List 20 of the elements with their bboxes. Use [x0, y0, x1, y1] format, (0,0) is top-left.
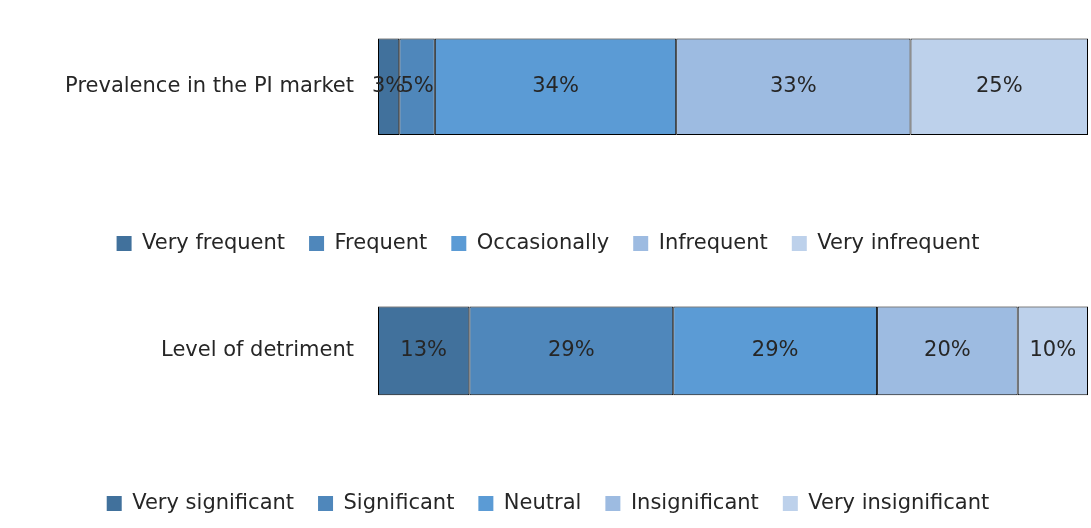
data-label: 29% [547, 337, 595, 362]
data-label: 20% [924, 337, 971, 362]
data-label: 10% [1029, 337, 1077, 362]
legend-label: Very significant [132, 489, 295, 514]
legend-label: Infrequent [658, 229, 768, 254]
legend-label: Very insignificant [808, 489, 990, 514]
y-tick-label: Prevalence in the PI market [65, 73, 354, 98]
legend-label: Frequent [334, 229, 428, 254]
data-label: 34% [532, 73, 579, 98]
legend-label: Significant [343, 489, 455, 514]
legend-label: Insignificant [630, 489, 759, 514]
legend-label: Occasionally [476, 229, 610, 254]
data-label: 29% [751, 337, 799, 362]
data-label: 33% [770, 73, 817, 98]
legend-label: Very frequent [142, 229, 286, 254]
data-label: 13% [400, 337, 448, 362]
legend-label: Very infrequent [817, 229, 980, 254]
data-label: 25% [975, 73, 1023, 98]
legend-label: Neutral [503, 489, 582, 514]
y-tick-label: Level of detriment [161, 337, 354, 362]
